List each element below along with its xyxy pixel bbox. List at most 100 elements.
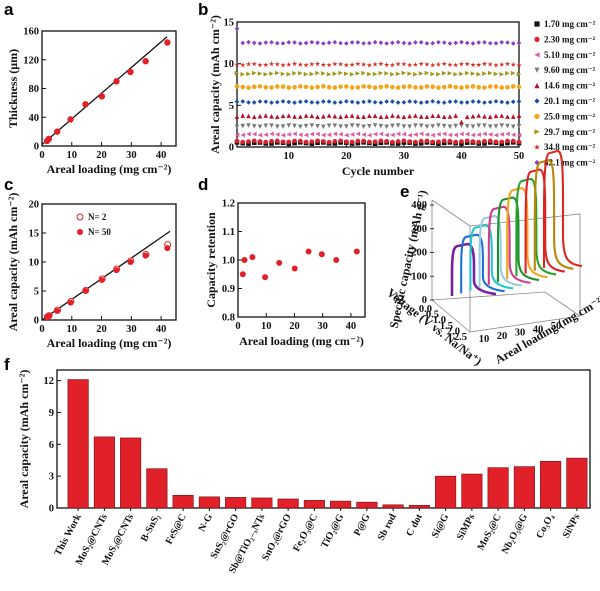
data-point [453,62,459,68]
data-point [355,85,361,90]
data-point [280,71,286,77]
data-point [401,138,407,144]
data-point [430,124,435,129]
data-point [476,62,482,68]
legend-marker [534,113,540,119]
x-tick-label: 30 [317,321,328,332]
data-point [499,61,505,67]
data-point [510,124,516,130]
category-label: FeS@C [164,512,189,546]
data-point [240,71,246,77]
data-point [424,70,430,76]
data-point [476,139,482,145]
data-point [482,131,487,137]
data-point [464,70,470,76]
data-point [353,248,360,255]
panel-a: 0 10 20 30 40 0 40 80 120 160 Areal loading (mg cm… [6,27,177,176]
data-point [349,123,355,128]
data-point [459,123,464,128]
y-tick-label: 0 [422,295,427,306]
data-point [401,61,407,67]
data-point [493,132,499,138]
data-point [424,61,430,67]
data-point [384,138,389,144]
data-point [67,299,74,306]
data-point [505,123,510,129]
data-point [241,257,248,263]
data-point [274,132,280,137]
data-point [516,40,522,46]
data-point [303,71,309,77]
category-label: C dot [404,512,425,539]
data-point [378,131,384,137]
data-point [447,84,453,89]
data-point [309,85,315,90]
data-point [424,99,430,105]
data-point [280,99,286,104]
data-point [338,138,343,144]
data-point [45,135,53,143]
data-point [372,123,378,128]
y-tick-label: 15 [224,18,235,29]
legend-marker [77,229,83,235]
bar [93,436,115,509]
data-point [390,99,395,104]
series-4 [234,113,522,125]
panel-label-a: a [4,0,14,19]
data-point [326,113,332,118]
x-tick-label: 10 [261,321,272,332]
data-point [355,138,361,144]
data-point [246,71,251,77]
data-point [332,85,338,90]
data-point [516,123,522,129]
data-point [499,139,505,145]
data-point [504,61,511,67]
x-tick-label: 0.0 [419,304,432,315]
data-point [332,100,338,105]
data-point [240,40,246,46]
data-point [505,131,510,137]
data-point [344,71,349,77]
data-point [276,259,283,266]
data-point [407,132,412,138]
data-point [338,124,343,129]
x-tick-label: 1.5 [440,321,453,332]
data-point [407,113,412,119]
bar [277,498,299,509]
data-point [263,123,269,129]
data-point [366,62,372,68]
data-point [482,114,487,119]
data-point [510,114,516,119]
data-point [482,100,487,105]
data-point [510,84,516,89]
data-point [459,131,464,137]
y-tick-label: 300 [411,224,427,235]
category-label: MoS₂@C [476,512,504,552]
data-point [395,100,401,105]
data-point [464,61,470,67]
data-point [505,40,510,45]
data-point [315,138,320,144]
data-point [315,124,320,129]
data-point [332,71,338,77]
data-point [435,61,442,67]
y-tick-label: 0.9 [222,284,235,295]
data-point [286,85,292,90]
bar [251,497,273,509]
data-point [418,114,424,119]
data-point [280,41,286,46]
data-point [303,139,309,145]
category-label: Nb₂O₅@G [500,512,530,556]
data-point [470,62,476,68]
data-point [355,61,361,67]
data-point [476,85,482,90]
x-tick-label: 1.0 [433,315,446,326]
y-tick-label: 400 [411,200,427,211]
bar [566,457,588,509]
data-point [516,71,522,77]
data-point [274,99,280,105]
bar [172,494,194,509]
data-point [464,124,470,129]
panel-b: 10 20 30 40 50 0 5 10 15 1.70 mg cm⁻² 2.30 mg cm⁻²… [208,15,595,178]
data-point [470,71,476,76]
